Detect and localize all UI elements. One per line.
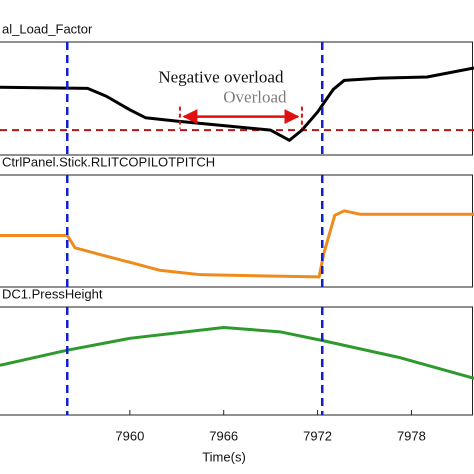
panel-frame	[0, 306, 473, 416]
x-tick-label: 7960	[115, 428, 144, 443]
panel-title: al_Load_Factor	[2, 21, 93, 36]
x-tick-label: 7966	[209, 428, 238, 443]
hidden-annotation: Overload	[223, 87, 287, 106]
data-line	[0, 326, 474, 380]
data-line	[0, 66, 474, 142]
panel-title: DC1.PressHeight	[2, 286, 103, 301]
x-axis-label: Time(s)	[202, 449, 246, 464]
data-line	[0, 209, 474, 279]
x-tick-label: 7978	[397, 428, 426, 443]
panel-title: CtrlPanel.Stick.RLITCOPILOTPITCH	[2, 154, 215, 169]
annotation: Negative overload	[158, 67, 284, 86]
panel-frame	[0, 41, 473, 156]
x-tick-label: 7972	[303, 428, 332, 443]
panel-frame	[0, 174, 473, 288]
